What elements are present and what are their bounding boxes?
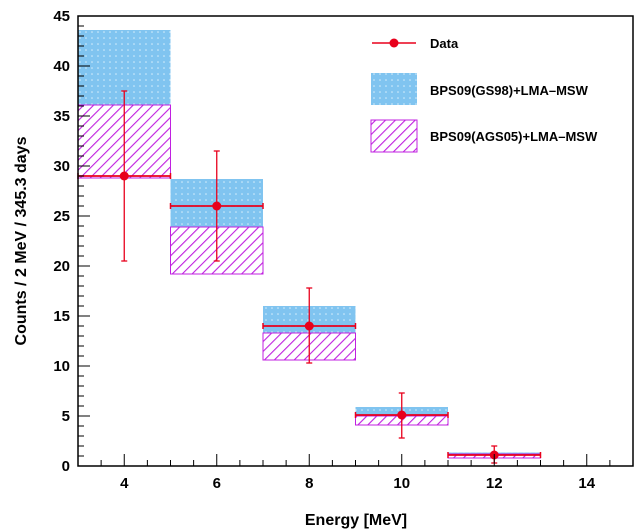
x-tick-label: 10 bbox=[393, 475, 410, 492]
y-axis-label: Counts / 2 MeV / 345.3 days bbox=[13, 136, 30, 345]
legend-entry-ags05: BPS09(AGS05)+LMA–MSW bbox=[370, 119, 598, 153]
y-tick-label: 15 bbox=[53, 308, 70, 325]
ticks: 4 6 8 10 12 14 0 5 10 15 20 25 30 35 40 45 bbox=[53, 8, 634, 492]
legend-entry-data: Data bbox=[372, 36, 459, 51]
x-tick-label: 14 bbox=[578, 475, 595, 492]
data-point bbox=[212, 201, 222, 211]
legend: Data BPS09(GS98)+LMA–MSW BPS09(AGS05)+LM… bbox=[370, 36, 598, 153]
x-tick-label: 8 bbox=[305, 475, 313, 492]
data-point bbox=[397, 410, 407, 420]
x-tick-label: 4 bbox=[120, 475, 129, 492]
legend-data-label: Data bbox=[430, 36, 459, 51]
y-tick-label: 45 bbox=[53, 8, 70, 25]
data-point bbox=[304, 321, 314, 331]
y-tick-label: 0 bbox=[62, 458, 70, 475]
y-tick-label: 20 bbox=[53, 258, 70, 275]
legend-data-marker bbox=[389, 38, 399, 48]
y-tick-label: 10 bbox=[53, 358, 70, 375]
x-tick-label: 6 bbox=[213, 475, 221, 492]
x-tick-label: 12 bbox=[486, 475, 503, 492]
legend-ags05-label: BPS09(AGS05)+LMA–MSW bbox=[430, 129, 598, 144]
y-tick-label: 30 bbox=[53, 158, 70, 175]
x-axis-label: Energy [MeV] bbox=[305, 512, 407, 529]
data-point bbox=[119, 171, 129, 181]
y-tick-label: 5 bbox=[62, 408, 70, 425]
y-tick-label: 35 bbox=[53, 108, 70, 125]
legend-gs98-label: BPS09(GS98)+LMA–MSW bbox=[430, 83, 589, 98]
legend-entry-gs98: BPS09(GS98)+LMA–MSW bbox=[371, 73, 589, 105]
legend-gs98-swatch bbox=[371, 73, 417, 105]
y-tick-label: 40 bbox=[53, 58, 70, 75]
legend-ags05-swatch bbox=[370, 119, 418, 153]
y-tick-label: 25 bbox=[53, 208, 70, 225]
